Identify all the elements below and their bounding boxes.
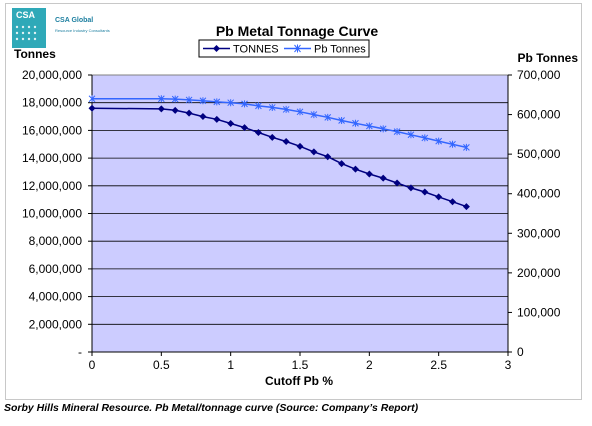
y-right-tick-label: 400,000 — [517, 187, 561, 201]
x-tick-label: 3 — [505, 358, 512, 372]
x-tick-label: 2 — [366, 358, 373, 372]
data-point-pb-tonnes — [338, 117, 345, 125]
data-point-pb-tonnes — [185, 96, 193, 104]
legend-marker-pb-tonnes — [294, 44, 301, 53]
data-point-tonnes — [324, 153, 332, 161]
data-point-tonnes — [407, 184, 415, 192]
data-point-pb-tonnes — [296, 108, 304, 116]
data-point-pb-tonnes — [157, 95, 165, 103]
gridlines — [92, 102, 508, 325]
data-point-tonnes — [185, 109, 193, 117]
data-point-tonnes — [449, 198, 457, 206]
x-tick-label: 1 — [227, 358, 234, 372]
data-point-pb-tonnes — [421, 134, 429, 142]
x-tick-label: 2.5 — [430, 358, 447, 372]
data-point-pb-tonnes — [352, 119, 359, 127]
y-left-tick-label: 10,000,000 — [22, 207, 82, 221]
data-point-tonnes — [296, 142, 304, 150]
data-point-tonnes — [268, 133, 276, 141]
logo-tagline: Resource Industry Consultants — [55, 28, 110, 33]
data-point-pb-tonnes — [199, 97, 207, 105]
y-right-tick-label: 300,000 — [517, 226, 561, 240]
data-point-pb-tonnes — [255, 102, 262, 110]
data-point-pb-tonnes — [310, 111, 318, 119]
data-point-pb-tonnes — [365, 122, 373, 130]
logo-company-name: CSA Global — [55, 17, 94, 24]
y-left-tick-label: 20,000,000 — [22, 68, 82, 82]
data-point-tonnes — [241, 124, 249, 132]
data-point-pb-tonnes — [463, 143, 470, 151]
data-point-tonnes — [227, 119, 235, 127]
data-point-tonnes — [199, 113, 207, 121]
data-point-tonnes — [157, 105, 165, 113]
y-left-tick-label: 14,000,000 — [22, 151, 82, 165]
data-point-pb-tonnes — [88, 95, 96, 103]
data-point-tonnes — [379, 174, 387, 182]
data-point-tonnes — [282, 137, 290, 145]
data-point-tonnes — [435, 193, 443, 201]
data-point-pb-tonnes — [435, 137, 443, 145]
data-point-pb-tonnes — [407, 131, 415, 139]
y-right-tick-label: 0 — [517, 345, 524, 359]
y-right-tick-label: 200,000 — [517, 266, 561, 280]
legend: TONNES Pb Tonnes — [198, 39, 370, 58]
legend-label-pb-tonnes: Pb Tonnes — [314, 44, 366, 56]
data-point-tonnes — [88, 104, 96, 112]
y-left-tick-label: 2,000,000 — [29, 317, 83, 331]
x-axis-label: Cutoff Pb % — [265, 374, 333, 388]
series-line-pb-tonnes — [92, 97, 467, 149]
data-point-pb-tonnes — [449, 140, 456, 148]
x-tick-label: 1.5 — [292, 358, 309, 372]
data-point-pb-tonnes — [393, 128, 401, 136]
data-point-tonnes — [310, 148, 318, 156]
data-point-tonnes — [351, 165, 359, 173]
y-left-tick-label: 4,000,000 — [29, 290, 83, 304]
data-point-tonnes — [254, 128, 262, 136]
data-point-pb-tonnes — [241, 100, 248, 108]
logo-abbreviation: CSA — [16, 10, 36, 20]
y-right-tick-label: 500,000 — [517, 147, 561, 161]
y-left-tick-label: 18,000,000 — [22, 96, 82, 110]
x-tick-label: 0.5 — [153, 358, 170, 372]
data-point-pb-tonnes — [282, 105, 290, 113]
y-axis-right-label: Pb Tonnes — [518, 51, 579, 65]
data-point-tonnes — [393, 179, 401, 187]
data-point-tonnes — [213, 115, 221, 123]
legend-label-tonnes: TONNES — [233, 44, 279, 56]
chart-title: Pb Metal Tonnage Curve — [216, 23, 379, 39]
data-point-pb-tonnes — [268, 103, 276, 111]
data-point-pb-tonnes — [213, 98, 221, 106]
data-point-tonnes — [421, 188, 429, 196]
data-point-pb-tonnes — [379, 125, 387, 133]
data-point-tonnes — [338, 160, 346, 168]
y-axis-left-label: Tonnes — [14, 47, 56, 61]
logo-dots-icon — [15, 25, 37, 41]
chart: - 2,000,000 4,000,000 6,000,000 8,000,000 10,… — [14, 23, 579, 388]
data-point-pb-tonnes — [171, 95, 179, 103]
y-left-tick-label: 16,000,000 — [22, 123, 82, 137]
y-left-tick-label: 12,000,000 — [22, 179, 82, 193]
y-right-tick-label: 100,000 — [517, 305, 561, 319]
y-left-tick-label: 6,000,000 — [29, 262, 83, 276]
y-left-tick-label: 8,000,000 — [29, 234, 83, 248]
x-tick-label: 0 — [89, 358, 96, 372]
y-right-tick-label: 600,000 — [517, 108, 561, 122]
tick-labels: - 2,000,000 4,000,000 6,000,000 8,000,000 10,… — [22, 68, 561, 372]
data-point-tonnes — [365, 170, 373, 178]
data-point-tonnes — [462, 203, 470, 211]
figure-caption: Sorby Hills Mineral Resource. Pb Metal/t… — [4, 402, 419, 414]
data-point-pb-tonnes — [227, 99, 235, 107]
y-right-tick-label: 700,000 — [517, 68, 561, 82]
data-point-pb-tonnes — [324, 113, 332, 121]
legend-marker-tonnes — [213, 45, 220, 52]
y-left-tick-label: - — [78, 345, 82, 359]
series-markers — [88, 95, 470, 211]
data-point-tonnes — [171, 106, 179, 114]
